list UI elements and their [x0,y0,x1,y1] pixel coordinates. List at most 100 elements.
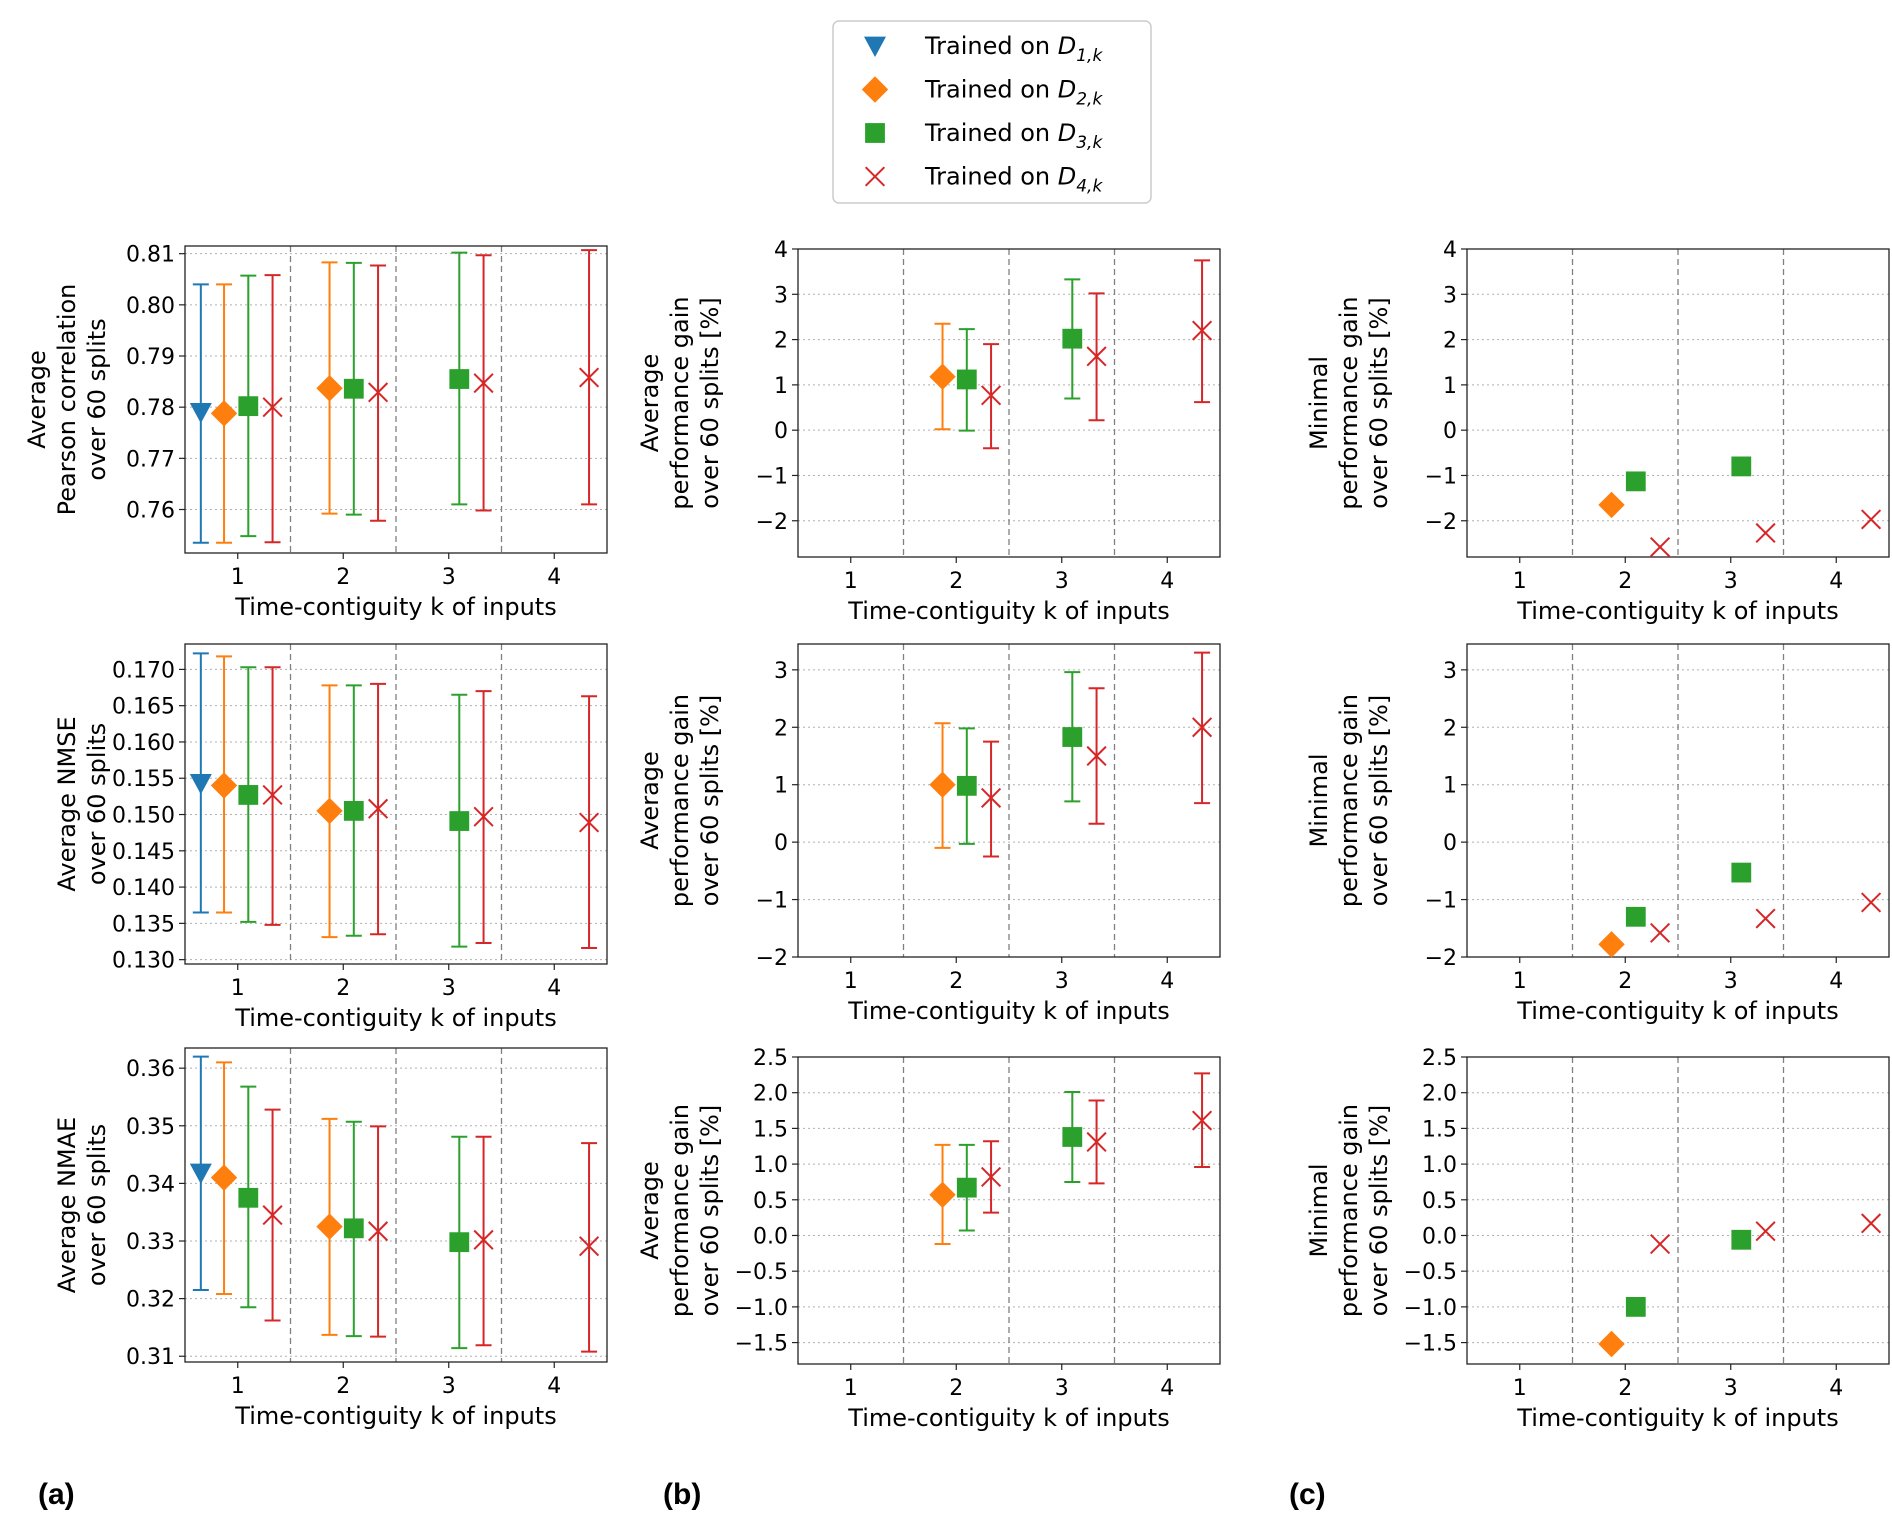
data-point-d3 [956,369,977,390]
x-axis-label: Time-contiguity k of inputs [1516,997,1838,1025]
legend-symbol: D [1058,119,1076,147]
y-axis-label: Minimal [1305,356,1333,450]
y-tick-label: 1 [774,774,788,799]
data-point-d3 [449,369,470,389]
data-point-d4 [1755,908,1776,929]
x-stroke [262,784,283,805]
y-axis-label: Average [636,751,664,850]
data-point-d3 [238,785,259,805]
data-point-d2 [210,772,238,799]
data-point-d4 [368,1221,389,1242]
data-point-d2 [316,797,343,825]
y-tick-label: −0.5 [1404,1260,1457,1285]
legend-label: Trained on [924,163,1058,191]
x-stroke [981,1166,1002,1188]
data-point-d2 [316,375,343,402]
x-tick-label: 1 [1513,569,1527,594]
data-point-d3 [343,1218,364,1239]
legend-entry-d1: Trained on D1,k [924,32,1103,66]
plot-frame [184,1047,608,1363]
x-tick-label: 2 [1618,569,1632,594]
y-tick-label: 0.81 [126,243,175,268]
y-tick-label: 2 [774,329,788,354]
y-tick-label: 0.0 [1422,1224,1457,1249]
y-axis-label: over 60 splits [83,1124,111,1286]
y-axis-label: Average [23,350,51,449]
y-tick-label: 0 [774,419,788,444]
x-stroke [473,806,494,827]
data-point-d4 [368,382,389,403]
legend-entry-d2: Trained on D2,k [924,76,1103,110]
data-point-d4 [981,385,1002,406]
y-axis-label: performance gain [1335,296,1363,509]
data-point-d4 [1755,522,1776,544]
data-point-d4 [1086,346,1107,367]
y-axis-label: Minimal [1305,1163,1333,1257]
x-stroke [473,373,494,394]
y-tick-label: 0.160 [112,731,175,756]
plot-frame [1466,1056,1890,1365]
y-tick-label: −0.5 [735,1260,788,1285]
y-tick-label: 2 [774,716,788,741]
y-tick-label: 0.5 [1422,1189,1457,1214]
x-stroke [1861,1213,1882,1234]
x-stroke [1755,522,1776,544]
data-point-d3 [238,396,259,417]
x-tick-label: 3 [1724,569,1738,594]
x-tick-label: 3 [1055,569,1069,594]
y-tick-label: 0 [1443,831,1457,856]
y-tick-label: 0.80 [126,294,175,319]
data-point-d4 [473,806,494,827]
x-axis-label: Time-contiguity k of inputs [234,1402,556,1430]
y-tick-label: 3 [774,283,788,308]
data-point-d2 [210,400,238,427]
x-tick-label: 3 [442,976,456,1001]
plot-frame [797,643,1221,958]
panel-b3: −1.5 −1.0 −0.5 0.0 0.5 1.0 1.5 2.0 2.5 1 2 3 4 Time-c… [636,1046,1221,1432]
x-tick-label: 4 [547,1374,561,1399]
data-point-d3 [1062,328,1083,349]
data-point-d4 [579,367,600,388]
x-tick-label: 4 [1160,969,1174,994]
legend-marker-d1 [864,36,886,57]
data-point-d4 [1192,1110,1213,1131]
x-axis-label: Time-contiguity k of inputs [1516,597,1838,625]
data-point-d4 [981,1166,1002,1188]
y-axis-label: Average [636,354,664,453]
legend-marker-d4 [864,166,886,187]
data-point-d4 [1650,536,1671,558]
y-tick-label: 3 [1443,659,1457,684]
plot-frame [1466,643,1890,958]
legend-symbol: D [1058,76,1076,104]
data-point-d2 [929,771,956,798]
y-axis-label: Minimal [1305,753,1333,847]
data-point-d2 [929,1181,956,1208]
data-point-d4 [579,812,600,833]
data-point-d2 [1598,931,1625,958]
y-tick-label: 2 [1443,716,1457,741]
y-axis-label: over 60 splits [%] [1365,297,1393,508]
panel-b2: −2 −1 0 1 2 3 1 2 3 4 Time-contiguity k of inputs A… [636,643,1221,1025]
data-point-d4 [1861,509,1882,530]
x-stroke [981,787,1002,808]
x-stroke [1650,536,1671,558]
x-stroke [368,1221,389,1242]
y-tick-label: 0.35 [126,1115,175,1140]
x-axis-label: Time-contiguity k of inputs [1516,1404,1838,1432]
y-tick-label: −1 [1425,889,1457,914]
y-axis-label: performance gain [666,694,694,907]
data-point-d3 [956,775,977,796]
y-tick-label: 1.0 [1422,1153,1457,1178]
y-tick-label: −1.5 [735,1332,788,1357]
x-stroke [262,397,283,418]
legend-subscript: 1,k [1076,46,1103,66]
x-tick-label: 2 [1618,1376,1632,1401]
panel-a3: 0.31 0.32 0.33 0.34 0.35 0.36 1 2 3 4 Time-contigu… [53,1047,608,1430]
data-point-d3 [449,811,470,831]
y-axis-label: over 60 splits [%] [696,695,724,906]
plot-frame [184,245,608,554]
x-stroke [579,812,600,833]
data-point-d3 [1731,456,1752,477]
y-tick-label: 0.34 [126,1172,175,1197]
data-point-d3 [1062,727,1083,747]
